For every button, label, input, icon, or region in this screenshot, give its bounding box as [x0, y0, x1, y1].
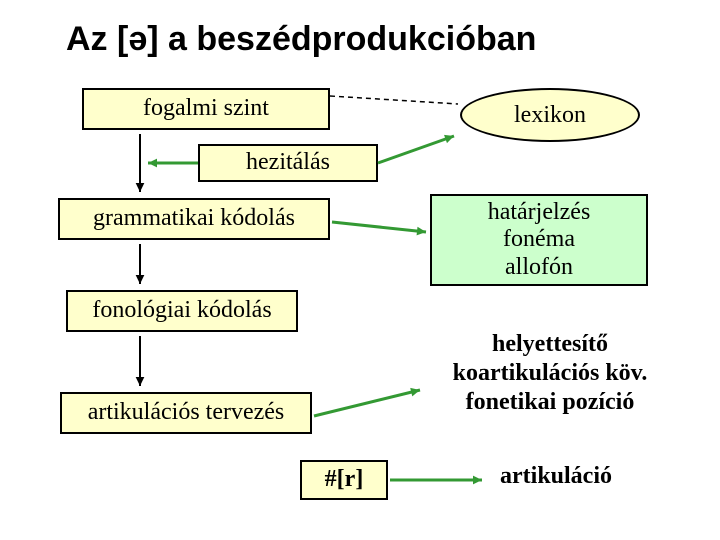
arrows-layer: [0, 0, 720, 540]
